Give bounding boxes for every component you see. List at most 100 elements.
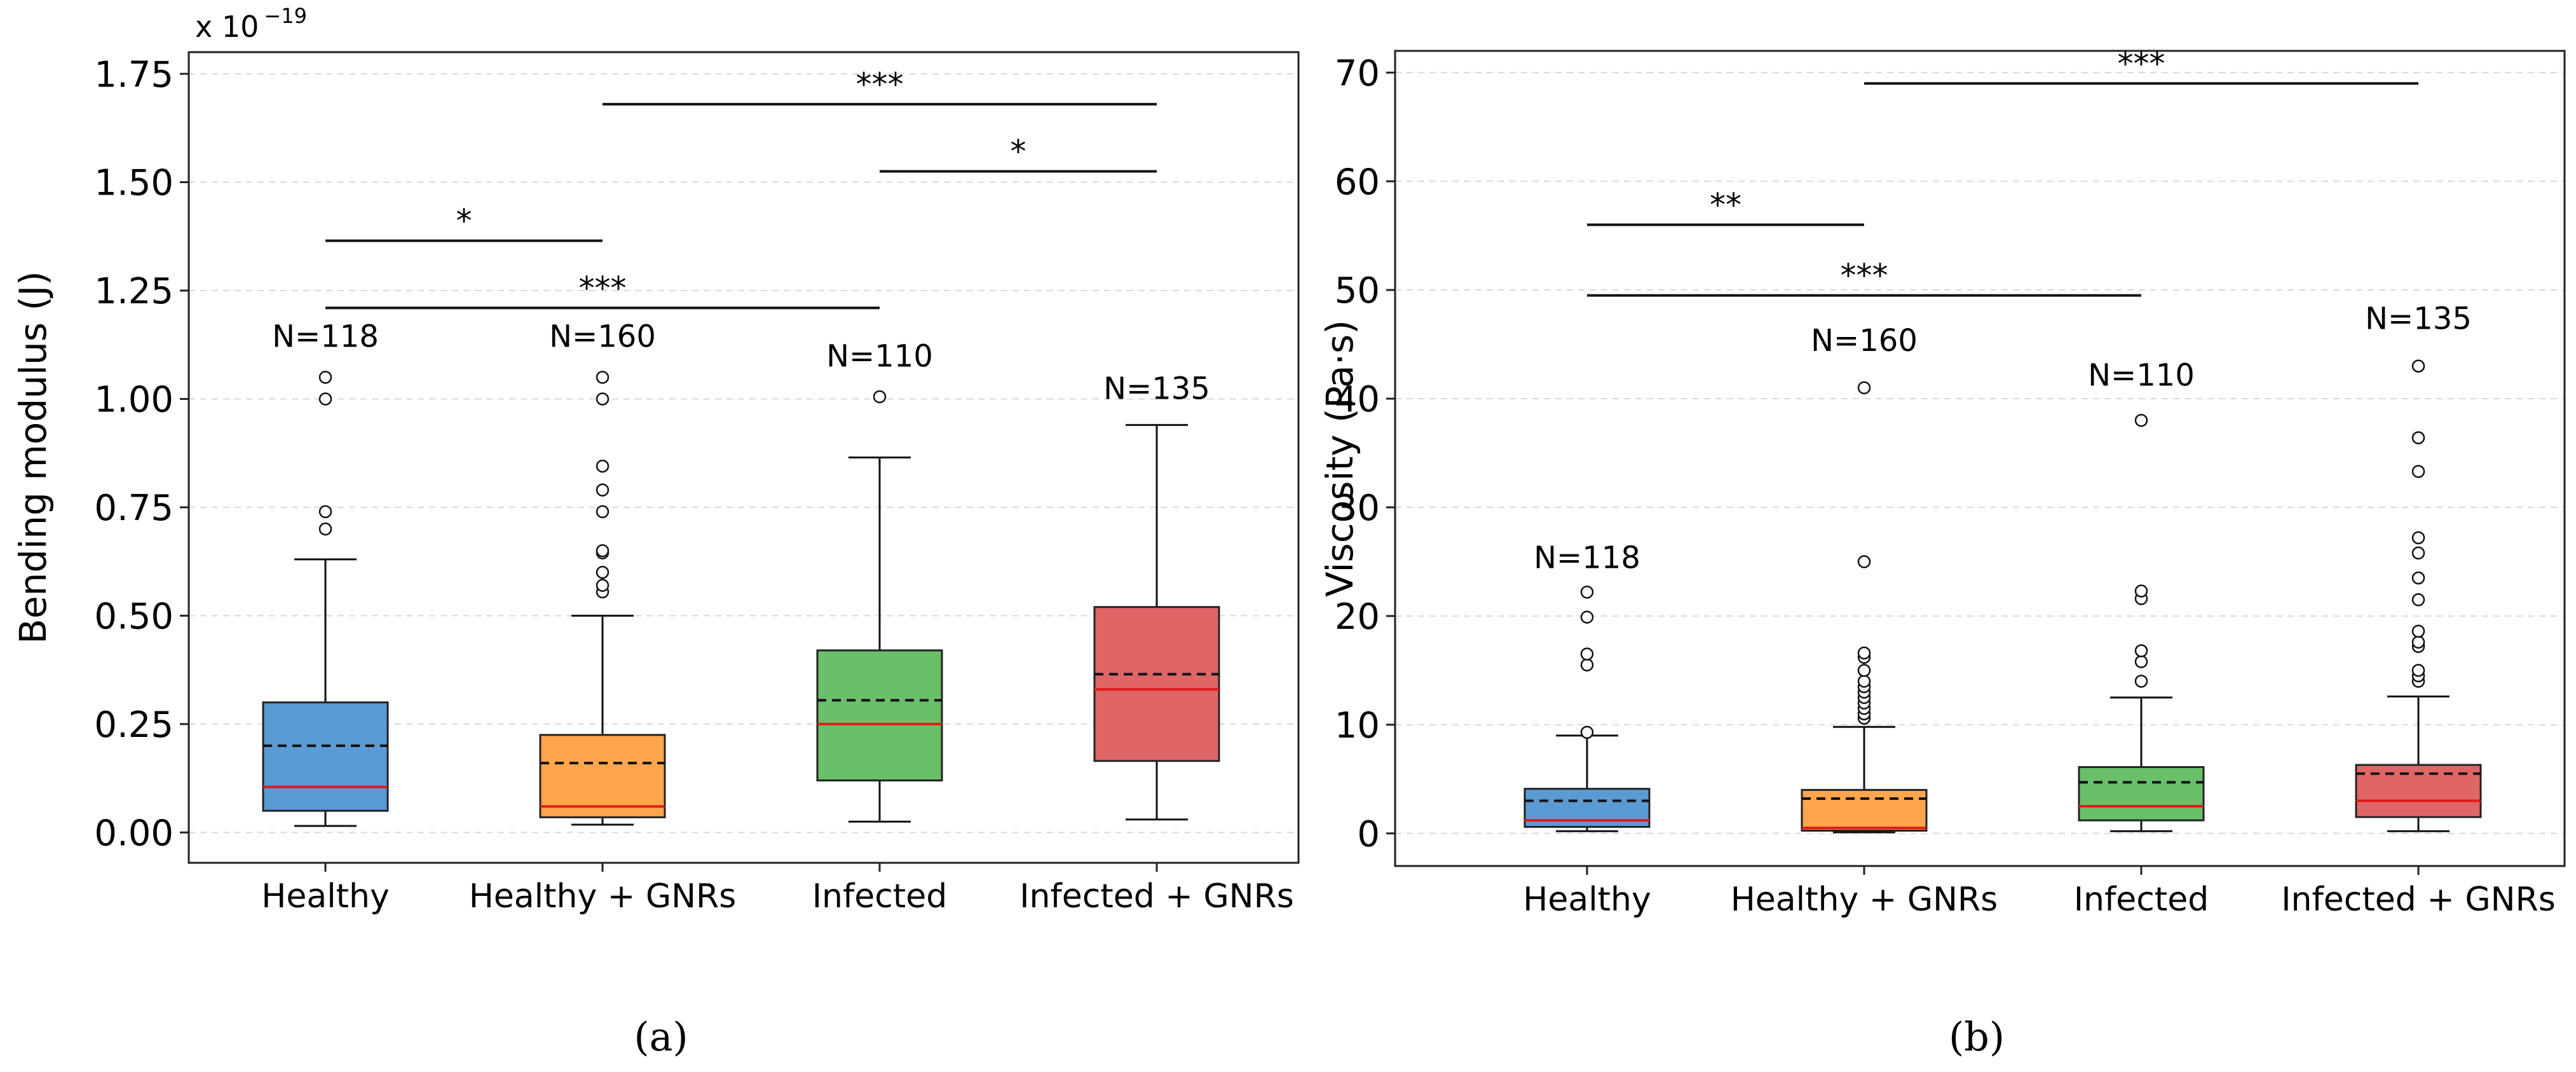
significance-label: *** [2118, 45, 2165, 82]
y-tick-label: 40 [1335, 379, 1380, 420]
outlier-point [318, 371, 332, 384]
sample-size-label: N=160 [549, 319, 656, 355]
significance-label: *** [579, 270, 627, 306]
iqr-box [262, 701, 389, 812]
outlier-point [596, 483, 610, 497]
outlier-point [2411, 664, 2425, 677]
iqr-box [1093, 606, 1220, 762]
outlier-point [1580, 647, 1594, 661]
y-tick-label: 0.25 [94, 704, 174, 746]
x-tick-label: Infected + GNRs [2281, 881, 2556, 919]
y-tick-label: 1.50 [94, 163, 174, 204]
y-tick-label: 1.00 [94, 380, 174, 421]
y-tick-label: 0 [1357, 814, 1380, 855]
significance-label: * [456, 203, 472, 240]
outlier-point [596, 459, 610, 473]
x-tick-label: Infected [2074, 881, 2209, 919]
x-tick-label: Healthy [261, 877, 390, 916]
y-tick-label: 0.50 [94, 596, 174, 638]
outlier-point [1580, 658, 1594, 672]
y-axis-label: Viscosity (Pa·s) [1318, 320, 1361, 597]
outlier-point [596, 505, 610, 518]
significance-label: * [1011, 134, 1026, 170]
outlier-point [318, 505, 332, 518]
outlier-point [1857, 381, 1871, 395]
outlier-point [2411, 359, 2425, 373]
outlier-point [596, 392, 610, 406]
x-tick-label: Healthy + GNRs [469, 877, 737, 916]
outlier-point [2134, 675, 2148, 688]
outlier-point [2134, 644, 2148, 657]
sample-size-label: N=110 [2088, 357, 2195, 393]
outlier-point [2411, 593, 2425, 607]
y-axis-label: Bending modulus (J) [11, 271, 55, 644]
significance-label: *** [1841, 258, 1888, 294]
y-multiplier-text: x 10 [195, 10, 259, 44]
outlier-point [596, 565, 610, 579]
outlier-point [596, 579, 610, 592]
box-1: N=160 [1801, 323, 1928, 834]
y-tick-label: 20 [1335, 596, 1380, 638]
outlier-point [318, 392, 332, 406]
box-2: N=110 [816, 338, 943, 823]
outlier-point [873, 390, 887, 404]
outlier-point [318, 522, 332, 536]
y-tick-label: 1.75 [94, 54, 174, 95]
outlier-point [2411, 635, 2425, 649]
y-tick-label: 30 [1335, 488, 1380, 529]
x-tick-label: Infected + GNRs [1019, 877, 1294, 916]
outlier-point [1857, 555, 1871, 568]
outlier-point [1580, 725, 1594, 739]
panel-b-chart: 0 10 20 30 40 50 60 70 Viscosity (Pa·s) Healthy He… [1318, 45, 2566, 1060]
outlier-point [2411, 571, 2425, 585]
x-tick-label: Healthy [1523, 881, 1651, 919]
box-3: N=135 [2355, 301, 2482, 832]
panel-a-chart: 0.00 0.25 0.50 0.75 1.00 1.25 1.50 1.75 Bending … [11, 4, 1300, 1060]
iqr-box [1801, 788, 1928, 832]
y-tick-label: 10 [1335, 705, 1380, 746]
iqr-box [539, 734, 666, 818]
outlier-point [1580, 610, 1594, 624]
outlier-point [2134, 584, 2148, 598]
sample-size-label: N=135 [2365, 301, 2472, 337]
y-tick-label: 0.00 [94, 813, 174, 854]
y-offset-multiplier: x 10 −19 [195, 4, 307, 44]
sample-size-label: N=110 [826, 338, 933, 374]
y-tick-label: 60 [1335, 161, 1380, 203]
y-tick-label: 1.25 [94, 271, 174, 312]
outlier-point [2411, 431, 2425, 444]
panel-caption: (b) [1949, 1014, 2005, 1060]
panel-caption: (a) [634, 1014, 688, 1060]
iqr-box [816, 649, 943, 781]
sample-size-label: N=118 [272, 319, 379, 355]
significance-label: ** [1710, 186, 1741, 223]
outlier-point [1857, 646, 1871, 660]
plot-frame [1394, 50, 2566, 867]
x-tick-label: Healthy + GNRs [1731, 881, 1998, 919]
x-tick-label: Infected [812, 877, 948, 916]
sample-size-label: N=135 [1103, 371, 1210, 406]
outlier-point [2134, 413, 2148, 427]
box-0: N=118 [262, 319, 389, 827]
sample-size-label: N=160 [1811, 323, 1918, 359]
significance-label: *** [856, 66, 904, 103]
box-3: N=135 [1093, 371, 1220, 821]
box-1: N=160 [539, 319, 666, 826]
outlier-point [2411, 465, 2425, 478]
iqr-box [2078, 766, 2205, 821]
y-tick-label: 70 [1335, 53, 1380, 94]
y-exponent-text: −19 [264, 4, 307, 28]
plot-frame [187, 51, 1300, 864]
outlier-point [2411, 624, 2425, 638]
outlier-point [2134, 655, 2148, 668]
box-2: N=110 [2078, 357, 2205, 832]
outlier-point [1857, 664, 1871, 677]
outlier-point [596, 371, 610, 384]
outlier-point [596, 544, 610, 558]
y-tick-label: 0.75 [94, 488, 174, 529]
outlier-point [2411, 546, 2425, 560]
box-0: N=118 [1523, 540, 1651, 832]
sample-size-label: N=118 [1534, 540, 1640, 576]
outlier-point [1857, 675, 1871, 688]
